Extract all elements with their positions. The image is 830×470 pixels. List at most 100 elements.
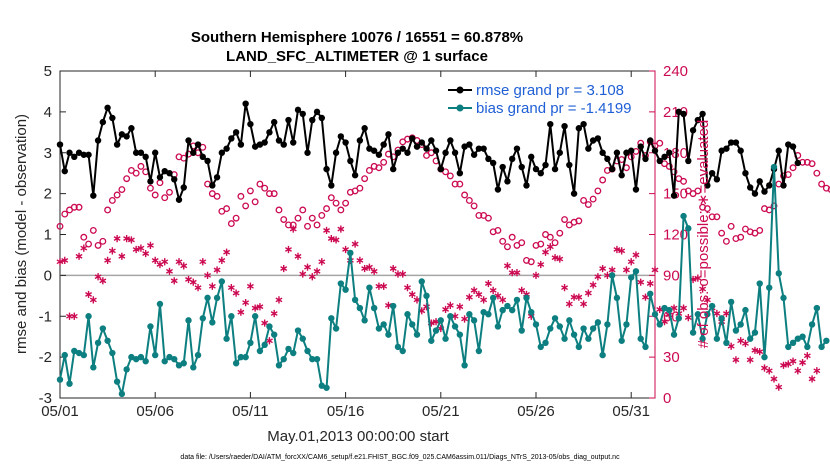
bias-point (228, 313, 235, 320)
bias-point (804, 343, 811, 351)
rmse-point (480, 145, 487, 152)
obs-possible-point (737, 233, 745, 241)
obs-evaluated-point (275, 296, 283, 304)
obs-possible-point (556, 229, 564, 237)
rmse-point (694, 116, 702, 124)
obs-evaluated-point (285, 245, 292, 254)
rmse-point (185, 137, 192, 144)
bias-point (361, 317, 368, 324)
obs-possible-point (161, 194, 169, 202)
bias-point (413, 331, 421, 338)
bias-point (237, 353, 245, 361)
bias-point (618, 337, 625, 344)
rmse-point (90, 192, 97, 199)
bias-point (94, 339, 102, 347)
bias-point (190, 364, 197, 371)
obs-possible-point (451, 180, 459, 188)
bias-point (613, 294, 621, 302)
obs-possible-point (789, 164, 797, 172)
obs-evaluated-point (256, 303, 264, 311)
bias-point (418, 278, 425, 285)
bias-point (137, 353, 145, 361)
rmse-point (666, 149, 673, 156)
obs-possible-point (332, 199, 340, 207)
bias-point (718, 315, 725, 322)
obs-evaluated-point (580, 300, 588, 308)
bias-point (442, 335, 449, 342)
obs-evaluated-point (442, 305, 450, 314)
rmse-point (56, 141, 64, 148)
obs-evaluated-point (470, 286, 478, 294)
x-tick-label: 05/11 (232, 403, 268, 420)
obs-evaluated-point (246, 282, 254, 290)
obs-evaluated-point (166, 267, 173, 275)
rmse-point (766, 182, 773, 189)
obs-evaluated-point (270, 309, 278, 318)
bias-point (708, 302, 716, 310)
rmse-point (290, 139, 297, 146)
rmse-point (518, 163, 525, 171)
obs-evaluated-point (646, 279, 654, 288)
bias-point (775, 270, 782, 277)
y-tick-label: 3 (44, 145, 52, 162)
bias-point (537, 343, 544, 351)
obs-possible-point (85, 240, 93, 248)
bias-point (637, 335, 644, 342)
bias-point (466, 311, 473, 318)
bias-point (399, 347, 406, 355)
rmse-point (351, 172, 359, 179)
bias-point (261, 341, 268, 349)
bias-point (689, 329, 697, 336)
obs-possible-point (304, 222, 311, 230)
obs-evaluated-point (627, 258, 635, 266)
obs-evaluated-point (694, 274, 702, 282)
rmse-point (504, 178, 511, 185)
obs-evaluated-point (208, 282, 216, 290)
rmse-series (56, 100, 801, 203)
bias-point (704, 311, 711, 318)
rmse-point (194, 141, 202, 148)
obs-possible-point (108, 196, 116, 204)
obs-evaluated-point (142, 249, 150, 258)
bias-point (666, 306, 673, 314)
obs-evaluated-point (189, 278, 197, 286)
obs-possible-point (275, 206, 283, 214)
bias-point (366, 284, 373, 291)
bias-point (266, 323, 273, 330)
legend-rmse-marker (456, 86, 464, 94)
rmse-point (128, 125, 135, 132)
bias-point (247, 339, 254, 347)
obs-evaluated-point (746, 356, 754, 364)
rmse-point (418, 139, 425, 146)
obs-evaluated-point (199, 258, 207, 266)
obs-evaluated-point (118, 252, 126, 260)
rmse-point (732, 139, 740, 146)
obs-possible-point (285, 221, 292, 229)
obs-possible-point (561, 216, 569, 223)
obs-possible-point (361, 175, 369, 183)
obs-evaluated-point (599, 264, 607, 273)
obs-evaluated-point (227, 284, 235, 292)
bias-point (780, 294, 787, 302)
bias-point (342, 286, 349, 293)
rmse-point (451, 149, 459, 156)
obs-possible-point (456, 180, 464, 188)
rmse-point (570, 190, 578, 197)
obs-evaluated-point (551, 254, 559, 262)
bias-point (766, 284, 773, 291)
obs-possible-point (380, 158, 388, 166)
bias-point (470, 317, 478, 324)
rmse-point (285, 116, 292, 124)
bias-point (428, 337, 435, 344)
rmse-point (437, 165, 444, 173)
rmse-point (651, 147, 659, 154)
rmse-point (294, 106, 302, 114)
rmse-point (404, 149, 411, 156)
obs-evaluated-point (484, 279, 492, 288)
obs-evaluated-point (280, 264, 288, 273)
bias-point (532, 321, 540, 328)
rmse-point (442, 149, 449, 156)
y-right-tick-label: 210 (663, 104, 688, 121)
bias-point (556, 323, 563, 330)
